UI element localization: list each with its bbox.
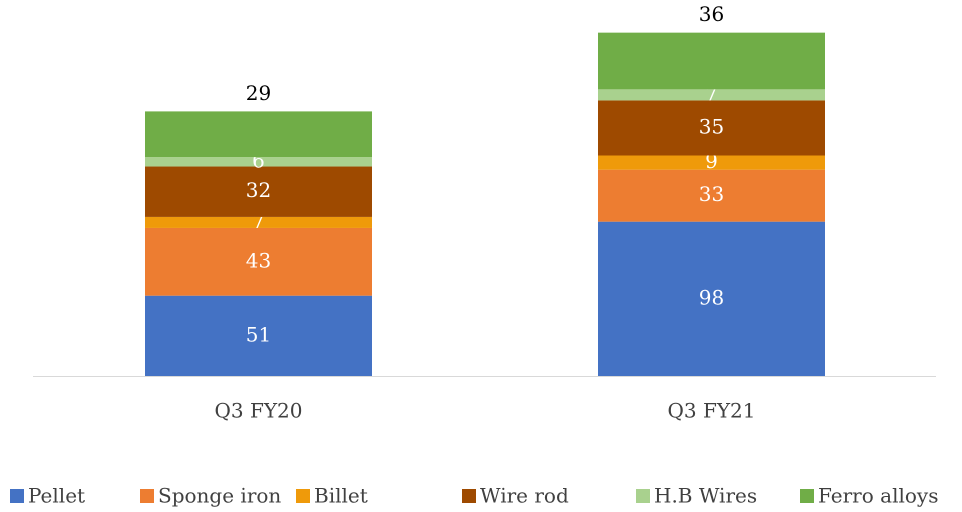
bar-segment	[598, 221, 825, 376]
bar-segment	[145, 227, 372, 296]
data-label: 35	[699, 114, 724, 138]
bar-segment	[145, 166, 372, 217]
data-label: 51	[246, 322, 271, 346]
data-label: 33	[699, 182, 724, 206]
bar-segment	[598, 100, 825, 156]
legend-swatch	[800, 489, 814, 503]
bar-segment	[598, 89, 825, 101]
legend-label: Ferro alloys	[818, 484, 938, 508]
bar-segment	[145, 295, 372, 376]
bar-segment	[598, 32, 825, 90]
x-tick-label: Q3 FY21	[667, 399, 755, 423]
bar-segment	[598, 169, 825, 222]
legend-label: Billet	[314, 484, 368, 508]
bar-segment	[145, 157, 372, 167]
bar-segment	[145, 216, 372, 228]
data-label: 98	[699, 285, 724, 309]
legend-label: Sponge iron	[158, 484, 281, 508]
legend-swatch	[140, 489, 154, 503]
x-tick-label: Q3 FY20	[214, 399, 302, 423]
legend-label: Pellet	[28, 484, 85, 508]
data-label: 29	[246, 81, 271, 105]
bar-segment	[598, 155, 825, 170]
bar-segment	[145, 111, 372, 158]
data-label: 32	[246, 178, 271, 202]
legend-swatch	[296, 489, 310, 503]
data-label: 43	[246, 248, 271, 272]
legend-label: H.B Wires	[654, 484, 757, 508]
data-label: 36	[699, 2, 724, 26]
legend-swatch	[462, 489, 476, 503]
legend-swatch	[10, 489, 24, 503]
legend-swatch	[636, 489, 650, 503]
legend-label: Wire rod	[480, 484, 569, 508]
